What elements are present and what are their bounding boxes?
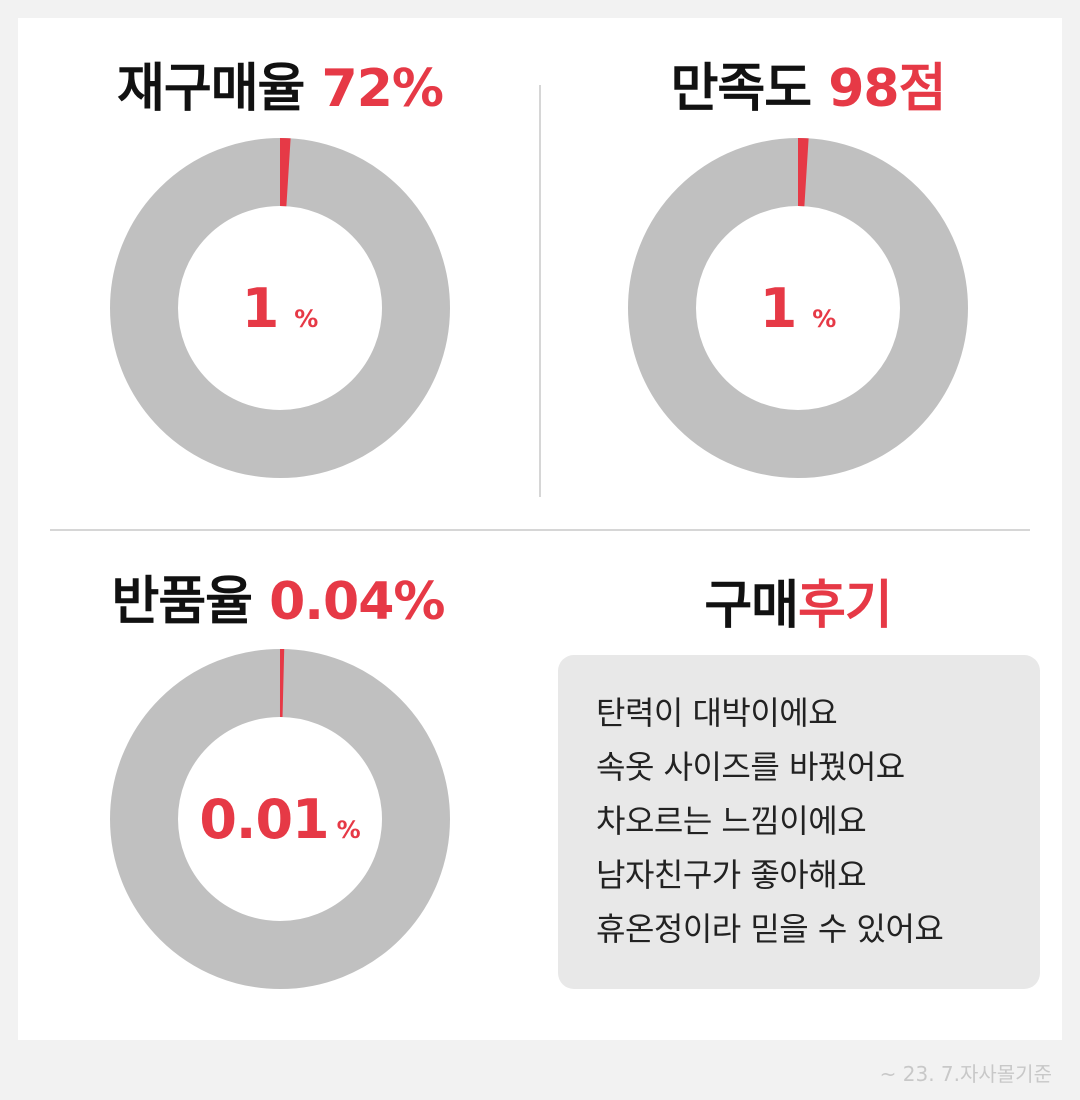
horizontal-divider [50, 529, 1030, 531]
reviews-title-accent: 후기 [798, 576, 893, 636]
repurchase-center-value: 1 % [110, 138, 450, 478]
center-number: 0.01 [199, 787, 329, 851]
satisfaction-center-value: 1 % [628, 138, 968, 478]
return-rate-value: 0.04% [269, 572, 445, 632]
return-rate-title: 반품율 0.04% [111, 576, 445, 628]
satisfaction-value: 98점 [828, 59, 946, 119]
vertical-divider [539, 85, 541, 497]
satisfaction-donut-chart [628, 138, 968, 478]
center-number: 1 [241, 276, 280, 340]
reviews-title: 구매후기 [704, 580, 892, 632]
return-rate-donut-chart [110, 649, 450, 989]
center-unit: % [294, 305, 319, 333]
footnote: ~ 23. 7.자사몰기준 [879, 1062, 1052, 1086]
review-item: 휴온정이라 믿을 수 있어요 [596, 910, 944, 948]
return-rate-donut: 0.01 % [110, 649, 450, 989]
repurchase-donut-chart [110, 138, 450, 478]
repurchase-value: 72% [321, 59, 444, 119]
donut-fill [110, 138, 450, 478]
center-unit: % [336, 816, 361, 844]
satisfaction-donut: 1 % [628, 138, 968, 478]
review-item: 탄력이 대박이에요 [596, 694, 838, 732]
return-rate-center-value: 0.01 % [110, 649, 450, 989]
repurchase-title: 재구매율 72% [117, 63, 444, 115]
review-item: 속옷 사이즈를 바꿨어요 [596, 748, 905, 786]
reviews-list: 탄력이 대박이에요 속옷 사이즈를 바꿨어요 차오르는 느낌이에요 남자친구가 … [558, 655, 1040, 963]
review-item: 남자친구가 좋아해요 [596, 856, 867, 894]
satisfaction-label: 만족도 [670, 59, 813, 119]
donut-fill [628, 138, 968, 478]
repurchase-donut: 1 % [110, 138, 450, 478]
return-rate-label: 반품율 [111, 572, 253, 632]
review-item: 차오르는 느낌이에요 [596, 802, 867, 840]
center-number: 1 [759, 276, 798, 340]
repurchase-label: 재구매율 [117, 59, 305, 119]
center-unit: % [812, 305, 837, 333]
satisfaction-title: 만족도 98점 [671, 63, 947, 115]
reviews-title-plain: 구매 [704, 576, 799, 636]
reviews-box: 탄력이 대박이에요 속옷 사이즈를 바꿨어요 차오르는 느낌이에요 남자친구가 … [558, 655, 1040, 989]
donut-fill [110, 649, 450, 989]
